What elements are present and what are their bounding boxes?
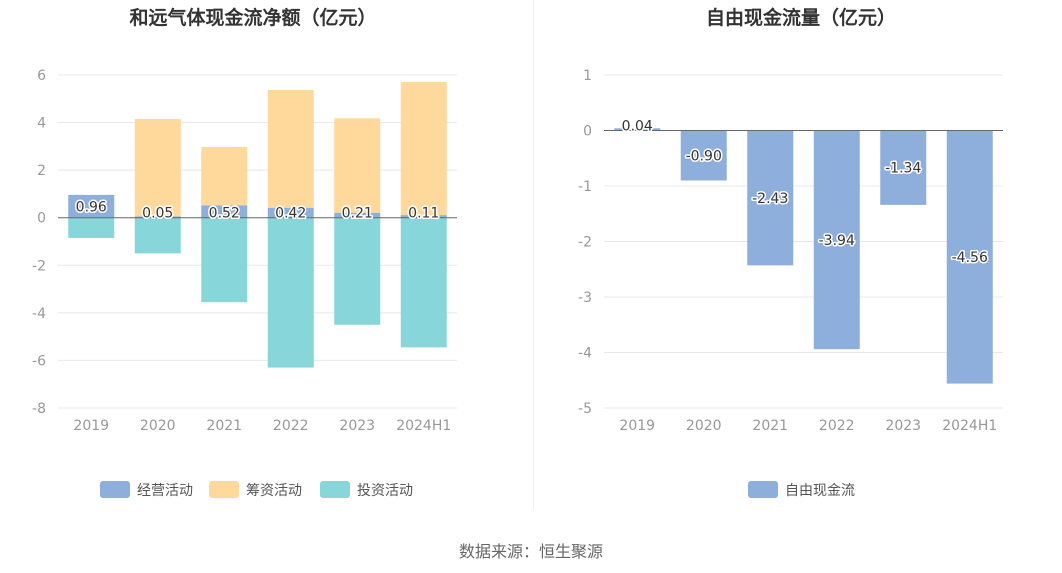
cf-legend-label: 经营活动: [137, 483, 193, 499]
cf-y-tick-label: -8: [32, 401, 46, 417]
cf-bar-经营活动: [134, 216, 181, 218]
cf-bar-投资活动: [201, 217, 248, 303]
fcf-bar-自由现金流: [680, 130, 727, 181]
cf-data-label: 0.42: [275, 206, 306, 222]
fcf-y-tick-label: -5: [578, 401, 592, 417]
fcf-bar-自由现金流: [614, 128, 661, 131]
cf-chart-title: 和远气体现金流净额（亿元）: [129, 6, 376, 29]
cf-bar-投资活动: [334, 217, 381, 325]
fcf-x-tick-label: 2022: [819, 418, 855, 434]
fcf-y-tick-label: -2: [578, 235, 592, 251]
cf-y-tick-label: 0: [37, 211, 46, 227]
fcf-y-tick-label: -4: [578, 346, 592, 362]
cf-data-label: 0.21: [342, 206, 373, 222]
cf-bar-筹资活动: [267, 89, 314, 208]
cf-bar-筹资活动: [334, 118, 381, 213]
fcf-x-tick-label: 2023: [885, 418, 921, 434]
fcf-y-tick-label: -1: [578, 179, 592, 195]
cf-x-tick-label: 2021: [206, 418, 242, 434]
fcf-x-tick-label: 2024H1: [942, 418, 997, 434]
cf-bar-筹资活动: [201, 147, 248, 206]
cf-bar-经营活动: [201, 205, 248, 218]
fcf-bar-自由现金流: [946, 130, 993, 384]
fcf-data-label: -0.90: [686, 148, 722, 164]
fcf-x-tick-label: 2019: [619, 418, 655, 434]
fcf-y-tick-label: 0: [583, 124, 592, 140]
fcf-data-label: -4.56: [952, 250, 988, 266]
cf-bar-投资活动: [400, 217, 447, 348]
cf-y-tick-label: -2: [32, 258, 46, 274]
fcf-chart-title: 自由现金流量（亿元）: [706, 6, 896, 29]
cf-legend-swatch: [209, 481, 239, 498]
fcf-bar-自由现金流: [880, 130, 927, 205]
cf-data-label: 0.96: [76, 199, 107, 215]
fcf-legend-label: 自由现金流: [785, 483, 855, 499]
cf-bar-投资活动: [68, 217, 115, 238]
fcf-data-label: -1.34: [885, 161, 921, 177]
cf-bar-筹资活动: [400, 81, 447, 216]
fcf-bar-自由现金流: [747, 130, 794, 266]
fcf-y-tick-label: -3: [578, 290, 592, 306]
cf-bar-投资活动: [267, 217, 314, 368]
chart-divider: [533, 0, 534, 510]
fcf-data-label: 0.04: [622, 119, 653, 135]
cf-bar-投资活动: [134, 217, 181, 254]
fcf-x-tick-label: 2021: [752, 418, 788, 434]
cf-y-tick-label: 4: [37, 116, 46, 132]
cf-x-tick-label: 2023: [339, 418, 375, 434]
cf-bar-筹资活动: [134, 119, 181, 217]
fcf-data-label: -3.94: [819, 233, 855, 249]
cf-legend-swatch: [320, 481, 350, 498]
fcf-x-tick-label: 2020: [686, 418, 722, 434]
cf-data-label: 0.05: [142, 206, 173, 222]
cf-x-tick-label: 2019: [73, 418, 109, 434]
cf-bar-经营活动: [334, 212, 381, 218]
cf-legend-label: 投资活动: [357, 483, 413, 499]
cf-bar-经营活动: [267, 207, 314, 218]
fcf-data-label: -2.43: [752, 191, 788, 207]
cf-x-tick-label: 2024H1: [396, 418, 451, 434]
cf-y-tick-label: 6: [37, 68, 46, 84]
data-source: 数据来源：恒生聚源: [458, 542, 603, 561]
cf-legend-swatch: [100, 481, 130, 498]
cf-x-tick-label: 2022: [273, 418, 309, 434]
cf-legend-label: 筹资活动: [246, 482, 302, 499]
cf-y-tick-label: -4: [32, 306, 46, 322]
cf-data-label: 0.11: [408, 206, 439, 222]
cf-y-tick-label: 2: [37, 163, 46, 179]
cf-bar-经营活动: [400, 215, 447, 218]
cf-y-tick-label: -6: [32, 353, 46, 369]
cf-bar-经营活动: [68, 194, 115, 218]
cf-x-tick-label: 2020: [140, 418, 176, 434]
fcf-legend-swatch: [748, 481, 778, 498]
fcf-bar-自由现金流: [813, 130, 860, 350]
cf-data-label: 0.52: [209, 206, 240, 222]
fcf-y-tick-label: 1: [583, 68, 592, 84]
